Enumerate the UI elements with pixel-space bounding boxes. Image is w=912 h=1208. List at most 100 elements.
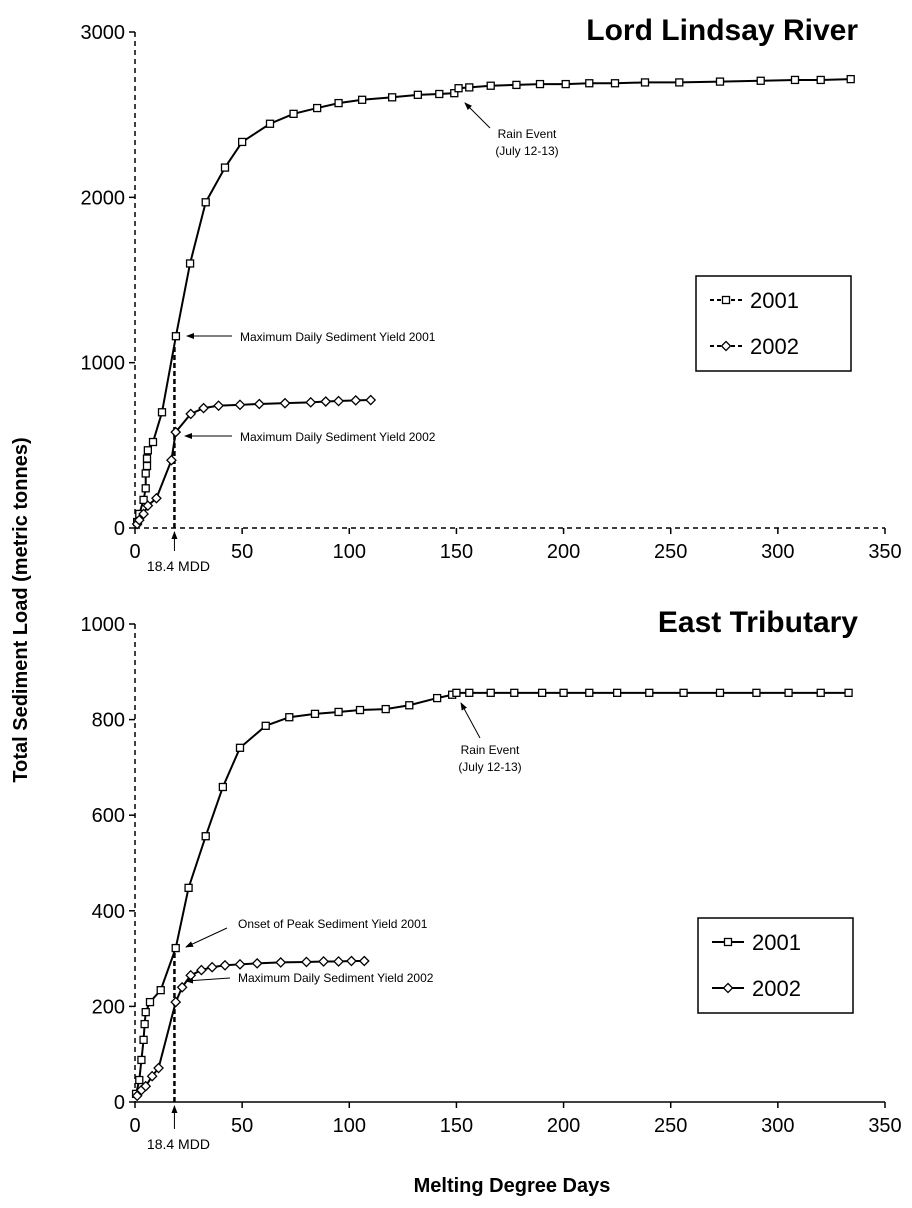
legend-marker bbox=[722, 982, 734, 994]
data-point bbox=[185, 259, 195, 268]
data-point bbox=[486, 81, 495, 90]
data-point bbox=[510, 688, 519, 697]
annotation: Rain Event bbox=[498, 127, 557, 141]
data-point bbox=[715, 688, 725, 697]
data-point bbox=[206, 961, 218, 973]
x-tick-label: 50 bbox=[231, 541, 253, 563]
y-tick-label: 1000 bbox=[81, 614, 126, 636]
x-axis-label: Melting Degree Days bbox=[414, 1175, 611, 1197]
data-point bbox=[333, 395, 344, 407]
data-point bbox=[170, 996, 182, 1008]
y-tick-label: 200 bbox=[92, 996, 125, 1018]
data-point bbox=[275, 957, 287, 968]
panel-title: East Tributary bbox=[658, 606, 858, 639]
data-point bbox=[405, 701, 414, 710]
reference-label: 18.4 MDD bbox=[147, 1136, 210, 1152]
x-tick-label: 150 bbox=[440, 541, 473, 563]
annotation: (July 12-13) bbox=[495, 144, 558, 158]
x-tick-label: 250 bbox=[654, 1115, 687, 1137]
data-point bbox=[176, 981, 188, 993]
data-point bbox=[141, 469, 150, 478]
y-tick-label: 0 bbox=[114, 1092, 125, 1114]
data-point bbox=[846, 74, 855, 84]
data-point bbox=[612, 688, 622, 697]
data-point bbox=[142, 454, 152, 463]
x-tick-label: 150 bbox=[440, 1115, 473, 1137]
data-point bbox=[213, 400, 224, 412]
data-point bbox=[201, 832, 210, 841]
data-point bbox=[261, 721, 270, 730]
data-point bbox=[585, 79, 594, 88]
x-tick-label: 300 bbox=[761, 541, 794, 563]
data-point bbox=[143, 446, 153, 455]
data-point bbox=[135, 1075, 144, 1085]
data-point bbox=[320, 396, 332, 407]
data-point bbox=[535, 79, 545, 89]
y-tick-label: 3000 bbox=[81, 22, 126, 44]
legend-box bbox=[695, 275, 852, 372]
data-point bbox=[237, 137, 247, 147]
data-point bbox=[157, 408, 167, 417]
data-point bbox=[201, 198, 210, 207]
y-tick-label: 0 bbox=[114, 518, 125, 540]
data-point bbox=[151, 492, 162, 504]
data-point bbox=[133, 514, 145, 526]
data-point bbox=[816, 688, 825, 697]
x-tick-label: 100 bbox=[333, 541, 366, 563]
data-point bbox=[142, 500, 154, 512]
x-tick-label: 200 bbox=[547, 541, 580, 563]
data-point bbox=[355, 705, 365, 715]
data-point bbox=[452, 688, 461, 697]
data-point bbox=[253, 398, 265, 410]
data-point bbox=[235, 743, 245, 752]
data-point bbox=[185, 408, 197, 420]
data-point bbox=[844, 688, 853, 697]
data-point bbox=[146, 1070, 158, 1082]
annotation: Maximum Daily Sediment Yield 2002 bbox=[238, 971, 434, 985]
data-point bbox=[365, 394, 377, 406]
data-point bbox=[752, 688, 761, 697]
annotation: Maximum Daily Sediment Yield 2001 bbox=[240, 330, 436, 344]
x-tick-label: 350 bbox=[868, 1115, 901, 1137]
y-tick-label: 600 bbox=[92, 805, 125, 827]
data-point bbox=[305, 396, 317, 408]
legend-label: 2002 bbox=[752, 976, 801, 1001]
legend-marker bbox=[723, 937, 733, 947]
data-point bbox=[234, 958, 246, 970]
data-point bbox=[140, 1019, 149, 1029]
data-point bbox=[139, 495, 148, 505]
data-point bbox=[334, 98, 343, 108]
data-point bbox=[184, 883, 193, 893]
data-point bbox=[387, 93, 397, 102]
data-point bbox=[561, 79, 570, 89]
data-point bbox=[219, 959, 231, 971]
data-point bbox=[156, 985, 165, 995]
data-point bbox=[413, 90, 423, 99]
data-point bbox=[585, 688, 594, 697]
x-tick-label: 0 bbox=[129, 1115, 140, 1137]
data-point bbox=[465, 688, 474, 697]
data-point bbox=[350, 394, 362, 406]
data-point bbox=[145, 997, 155, 1007]
data-point bbox=[196, 964, 207, 976]
data-point bbox=[559, 688, 568, 697]
data-point bbox=[131, 1090, 143, 1102]
legend-box bbox=[697, 917, 854, 1014]
data-point bbox=[139, 1035, 148, 1045]
x-tick-label: 100 bbox=[333, 1115, 366, 1137]
data-point bbox=[171, 332, 181, 341]
data-point bbox=[138, 508, 149, 520]
data-point bbox=[790, 75, 800, 85]
data-point bbox=[357, 95, 367, 104]
data-point bbox=[358, 955, 370, 967]
data-point bbox=[265, 119, 275, 128]
annotation-arrow bbox=[185, 927, 228, 948]
data-point bbox=[218, 782, 228, 792]
x-tick-label: 300 bbox=[761, 1115, 794, 1137]
panel-title: Lord Lindsay River bbox=[586, 14, 858, 47]
x-tick-label: 0 bbox=[129, 541, 140, 563]
data-point bbox=[784, 688, 793, 697]
reference-label: 18.4 MDD bbox=[147, 558, 210, 574]
data-point bbox=[381, 704, 390, 714]
